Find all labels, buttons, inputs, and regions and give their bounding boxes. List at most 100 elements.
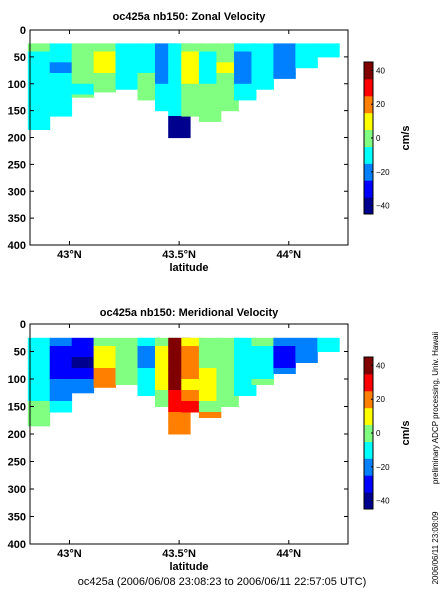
velocity-cell xyxy=(273,357,296,369)
velocity-cell xyxy=(71,357,95,369)
velocity-cell xyxy=(93,83,116,93)
velocity-cell xyxy=(251,62,274,74)
velocity-cell xyxy=(27,94,51,106)
velocity-cell xyxy=(155,94,178,106)
velocity-cell xyxy=(49,357,73,369)
velocity-cell xyxy=(181,337,204,347)
velocity-cell xyxy=(49,368,73,380)
velocity-cell xyxy=(216,368,239,380)
colorbar-segment xyxy=(364,475,373,493)
y-tick-label: 350 xyxy=(8,512,26,524)
velocity-cell xyxy=(155,337,178,347)
velocity-cell xyxy=(295,357,318,363)
y-tick-label: 150 xyxy=(8,106,26,118)
velocity-cell xyxy=(216,346,239,358)
colorbar-segment xyxy=(364,357,373,375)
velocity-cell xyxy=(181,346,204,358)
velocity-cell xyxy=(216,73,239,85)
velocity-cell xyxy=(27,346,51,358)
velocity-cell xyxy=(168,73,191,85)
velocity-cell xyxy=(273,346,296,358)
velocity-cell xyxy=(234,346,257,358)
colorbar-segment xyxy=(364,390,373,409)
velocity-cell xyxy=(137,346,160,358)
velocity-cell xyxy=(71,73,95,85)
colorbar-segment xyxy=(364,424,373,442)
velocity-cell xyxy=(137,368,160,380)
velocity-cell xyxy=(168,116,191,128)
velocity-cell xyxy=(295,62,318,69)
velocity-cell xyxy=(181,379,204,391)
velocity-cell xyxy=(234,368,257,380)
velocity-cell xyxy=(49,390,73,402)
velocity-cell xyxy=(168,401,191,413)
colorbar-label: cm/s xyxy=(400,125,412,150)
velocity-cell xyxy=(27,412,51,424)
velocity-cell xyxy=(137,51,160,63)
colorbar-segment xyxy=(364,163,373,181)
velocity-cell xyxy=(198,346,222,358)
y-tick-label: 400 xyxy=(8,539,26,551)
velocity-cell xyxy=(234,51,257,63)
velocity-cell xyxy=(168,337,191,347)
velocity-cell xyxy=(198,401,222,413)
velocity-cell xyxy=(273,73,296,79)
velocity-cell xyxy=(49,105,73,117)
velocity-cell xyxy=(71,368,95,380)
colorbar-segment xyxy=(364,197,373,215)
velocity-cell xyxy=(49,83,73,96)
processing-note: preliminary ADCP processing, Univ. Hawai… xyxy=(431,332,440,484)
y-tick-label: 400 xyxy=(8,240,26,252)
velocity-cell xyxy=(216,43,239,52)
velocity-cell xyxy=(27,423,51,427)
x-tick-label: 43°N xyxy=(57,249,82,261)
velocity-cell xyxy=(251,346,274,358)
x-tick-label: 44°N xyxy=(276,548,301,560)
velocity-cell xyxy=(181,43,204,52)
velocity-cell xyxy=(93,73,116,85)
y-tick-label: 200 xyxy=(8,429,26,441)
velocity-cell xyxy=(198,62,222,74)
velocity-cell xyxy=(251,51,274,63)
velocity-cell xyxy=(155,43,178,52)
y-tick-label: 50 xyxy=(14,52,26,64)
velocity-cell xyxy=(137,43,160,52)
colorbar-tick-label: 0 xyxy=(376,134,381,143)
x-tick-label: 44°N xyxy=(276,249,301,261)
velocity-cell xyxy=(181,73,204,85)
velocity-cell xyxy=(27,379,51,391)
velocity-cell xyxy=(155,390,178,402)
colorbar-segment xyxy=(364,373,373,392)
y-tick-label: 250 xyxy=(8,159,26,171)
velocity-cell xyxy=(198,337,222,347)
x-tick-label: 43.5°N xyxy=(162,548,196,560)
velocity-cell xyxy=(168,368,191,380)
velocity-cell xyxy=(295,346,318,358)
velocity-cell xyxy=(234,390,257,396)
velocity-cell xyxy=(273,51,296,63)
velocity-cell xyxy=(181,401,204,413)
colorbar-segment xyxy=(364,95,373,114)
colorbar-segment xyxy=(364,458,373,476)
velocity-cell xyxy=(168,62,191,74)
colorbar-segment xyxy=(364,441,373,459)
x-tick-label: 43.5°N xyxy=(162,249,196,261)
velocity-cell xyxy=(168,83,191,96)
colorbar-tick-label: −40 xyxy=(376,497,390,506)
y-tick-label: 0 xyxy=(20,25,26,37)
colorbar-tick-label: −20 xyxy=(376,168,390,177)
velocity-cell xyxy=(137,94,160,101)
colorbar-segment xyxy=(364,407,373,426)
velocity-cell xyxy=(168,379,191,391)
velocity-cell xyxy=(71,346,95,358)
velocity-cell xyxy=(251,83,274,90)
velocity-cell xyxy=(198,379,222,391)
velocity-cell xyxy=(137,379,160,391)
velocity-cell xyxy=(168,346,191,358)
velocity-cell xyxy=(181,390,204,402)
colorbar-segment xyxy=(364,492,373,510)
velocity-cell xyxy=(71,51,95,63)
velocity-cell xyxy=(198,83,222,96)
velocity-cell xyxy=(27,116,51,128)
